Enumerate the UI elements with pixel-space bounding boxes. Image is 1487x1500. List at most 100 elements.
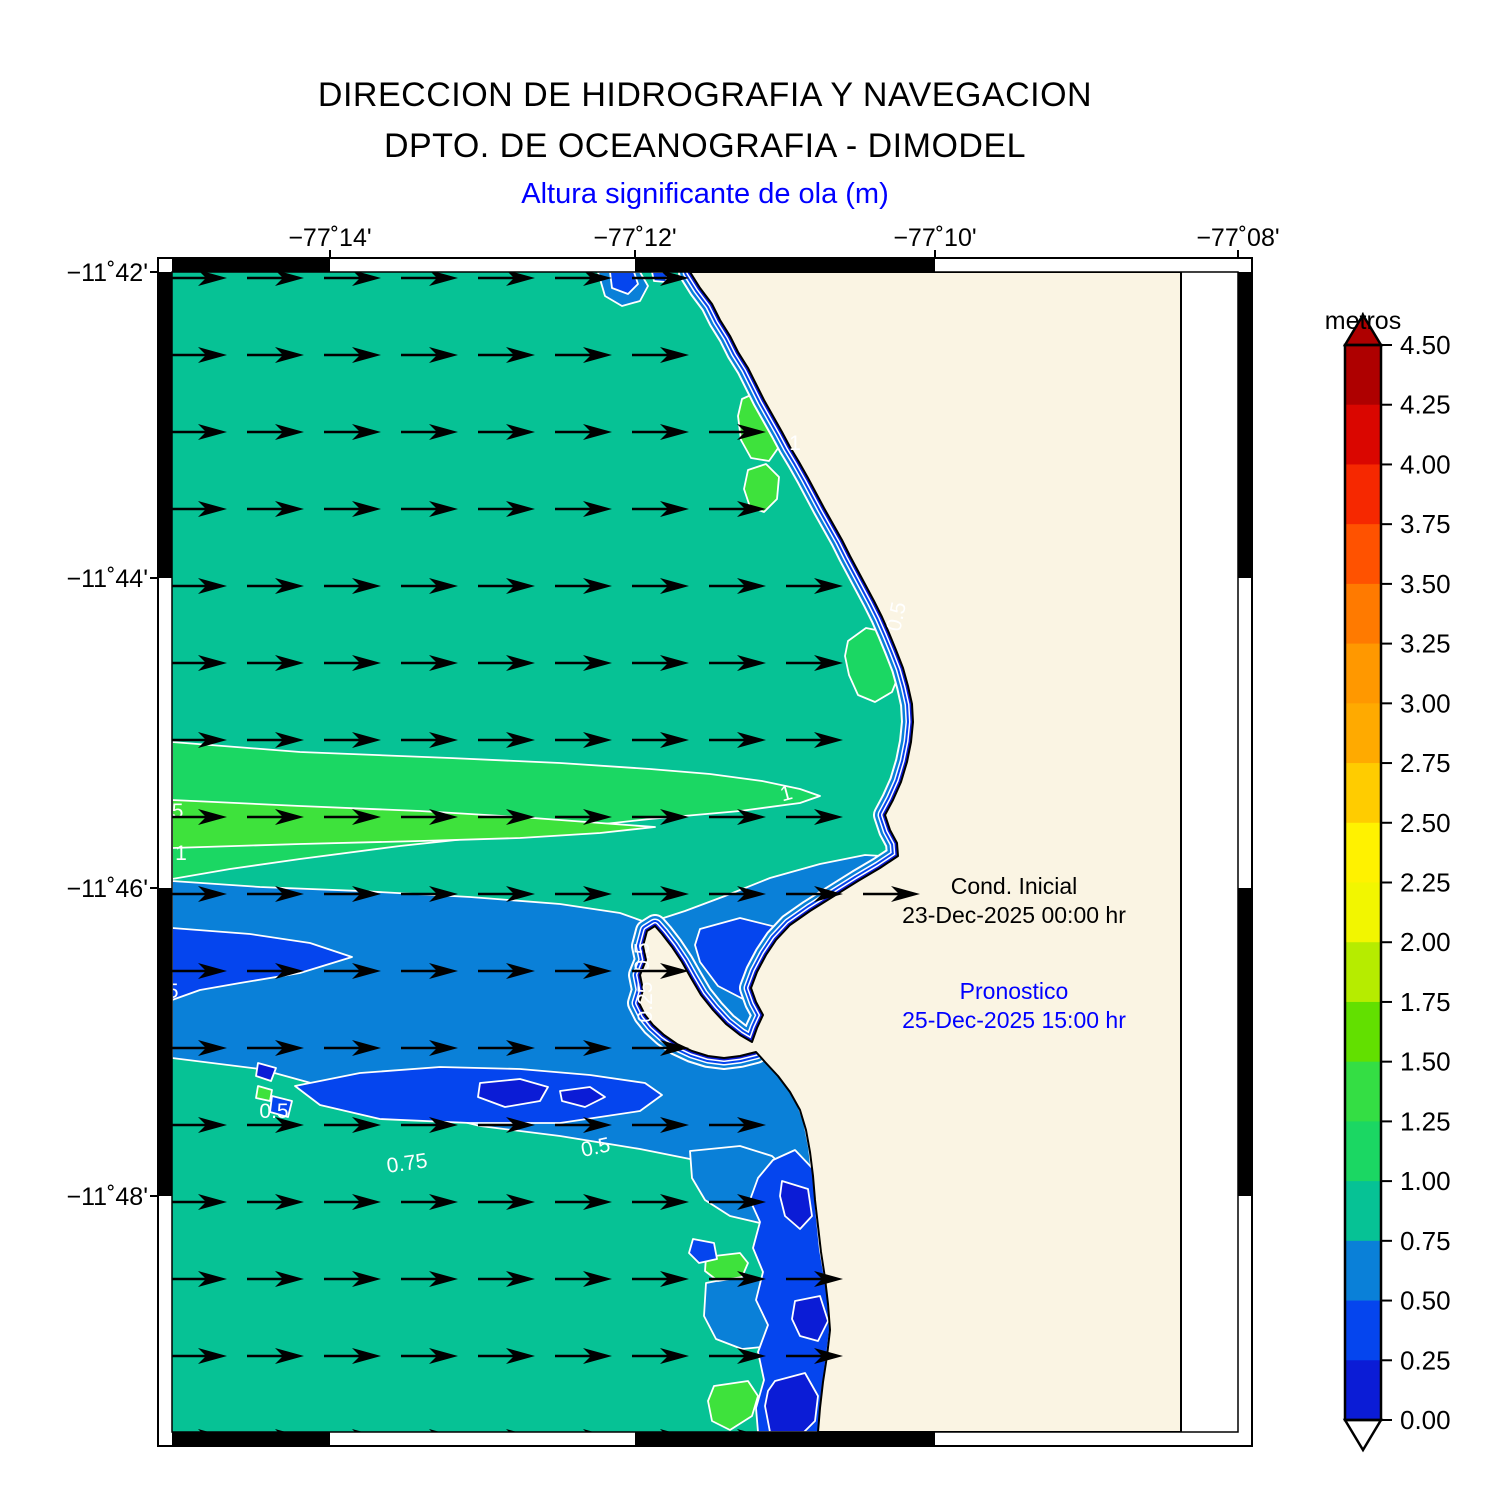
wave-arrow-head	[275, 809, 304, 825]
colorbar-segment	[1345, 464, 1381, 525]
wave-arrow-head	[737, 424, 766, 440]
lon-tick-label: −77˚10'	[893, 224, 976, 252]
green-south-2	[707, 1380, 759, 1431]
lon-tick-label: −77˚14'	[288, 224, 371, 252]
wave-arrow-head	[275, 347, 304, 363]
wave-arrow-head	[737, 732, 766, 748]
forecast-datetime: 25-Dec-2025 15:00 hr	[902, 1007, 1126, 1033]
lon-tick-label: −77˚12'	[593, 224, 676, 252]
colorbar-segment	[1345, 643, 1381, 704]
colorbar-tick-label: 2.25	[1400, 868, 1451, 898]
wave-arrow-head	[429, 732, 458, 748]
blue-left-wedge	[172, 927, 353, 1001]
wave-arrow-head	[352, 655, 381, 671]
wave-arrow-head	[198, 886, 227, 902]
wave-arrow-head	[275, 1348, 304, 1364]
wave-arrow-field	[172, 272, 920, 1432]
contour-label: 1	[789, 432, 801, 455]
frame-segment	[635, 258, 935, 272]
wave-arrow-head	[660, 963, 689, 979]
wave-arrow-head	[583, 1271, 612, 1287]
wave-arrow-head	[814, 655, 843, 671]
frame-inner-border	[171, 271, 1239, 1433]
contour-label: 0.5	[259, 1100, 288, 1123]
wave-arrow-head	[275, 1271, 304, 1287]
colorbar-tick-label: 1.25	[1400, 1106, 1451, 1136]
colorbar-tick-label: 2.75	[1400, 748, 1451, 778]
wave-arrow-head	[352, 578, 381, 594]
lon-tick-label: −77˚08'	[1196, 224, 1279, 252]
initial-condition-datetime: 23-Dec-2025 00:00 hr	[902, 902, 1126, 928]
colorbar-tick-label: 0.25	[1400, 1345, 1451, 1375]
colorbar-tick-label: 0.75	[1400, 1226, 1451, 1256]
wave-arrow-head	[352, 963, 381, 979]
lat-tick-label: −11˚44'	[67, 565, 148, 593]
wave-arrow-head	[814, 578, 843, 594]
wave-arrow-head	[506, 501, 535, 517]
colorbar-segment	[1345, 345, 1381, 406]
map-frame	[150, 250, 1253, 1447]
wave-arrow-head	[429, 809, 458, 825]
wave-arrow-head	[275, 886, 304, 902]
wave-arrow-head	[737, 886, 766, 902]
forecast-annotation: Pronostico 25-Dec-2025 15:00 hr	[864, 977, 1164, 1035]
wave-arrow-head	[583, 886, 612, 902]
wave-arrow-head	[429, 347, 458, 363]
colorbar-tick-label: 2.50	[1400, 808, 1451, 838]
colorbar-tick-label: 3.50	[1400, 569, 1451, 599]
colorbar-segment	[1345, 1121, 1381, 1182]
wave-arrow-head	[198, 963, 227, 979]
wave-arrow-head	[814, 1271, 843, 1287]
wave-arrow-head	[429, 963, 458, 979]
wave-arrow-head	[198, 732, 227, 748]
wave-arrow-head	[583, 272, 612, 286]
contour-label: 0.5	[631, 942, 654, 971]
colorbar-segment	[1345, 882, 1381, 943]
wave-arrow-head	[737, 1271, 766, 1287]
contour-label: 0.5	[149, 980, 178, 1003]
wave-arrow-head	[814, 732, 843, 748]
wave-arrow-head	[352, 347, 381, 363]
deepblue-coast-inner-1	[779, 1180, 813, 1230]
colorbar-tick-label: 4.00	[1400, 449, 1451, 479]
wave-arrow-head	[275, 732, 304, 748]
lat-tick-label: −11˚46'	[67, 875, 148, 903]
wave-arrow-head	[506, 809, 535, 825]
wave-arrow-head	[660, 578, 689, 594]
wave-arrow-head	[198, 578, 227, 594]
wave-arrow-head	[275, 578, 304, 594]
colorbar-segment	[1345, 1300, 1381, 1361]
colorbar-segment	[1345, 524, 1381, 585]
wave-arrow-head	[660, 501, 689, 517]
contour-label: 1.25	[143, 800, 184, 823]
colorbar-title: metros	[1325, 307, 1401, 335]
wave-arrow-head	[275, 272, 304, 286]
wave-arrow-head	[737, 809, 766, 825]
wave-arrow-head	[583, 578, 612, 594]
wave-arrow-head	[814, 886, 843, 902]
wave-arrow-head	[660, 272, 689, 286]
wave-arrow-head	[506, 886, 535, 902]
colorbar-tick-label: 3.75	[1400, 509, 1451, 539]
frame-segment	[635, 1432, 935, 1446]
wave-arrow-head	[275, 1194, 304, 1210]
wave-arrow-head	[583, 501, 612, 517]
colorbar-segment	[1345, 1240, 1381, 1302]
wave-arrow-head	[660, 732, 689, 748]
wave-arrow-head	[583, 1348, 612, 1364]
contour-label: 1	[778, 781, 795, 806]
wave-arrow-head	[660, 1117, 689, 1133]
wave-arrow-head	[198, 1117, 227, 1133]
wave-arrow-head	[429, 501, 458, 517]
wave-arrow-head	[198, 424, 227, 440]
green-core	[172, 799, 656, 849]
forecast-label: Pronostico	[959, 978, 1069, 1004]
colorbar-tick-label: 4.50	[1400, 330, 1451, 360]
topedge-blue-inner	[609, 272, 639, 295]
wave-arrow-head	[352, 732, 381, 748]
wave-arrow-head	[506, 963, 535, 979]
land-mass	[638, 272, 1182, 1432]
colorbar-tick-label: 1.75	[1400, 987, 1451, 1017]
